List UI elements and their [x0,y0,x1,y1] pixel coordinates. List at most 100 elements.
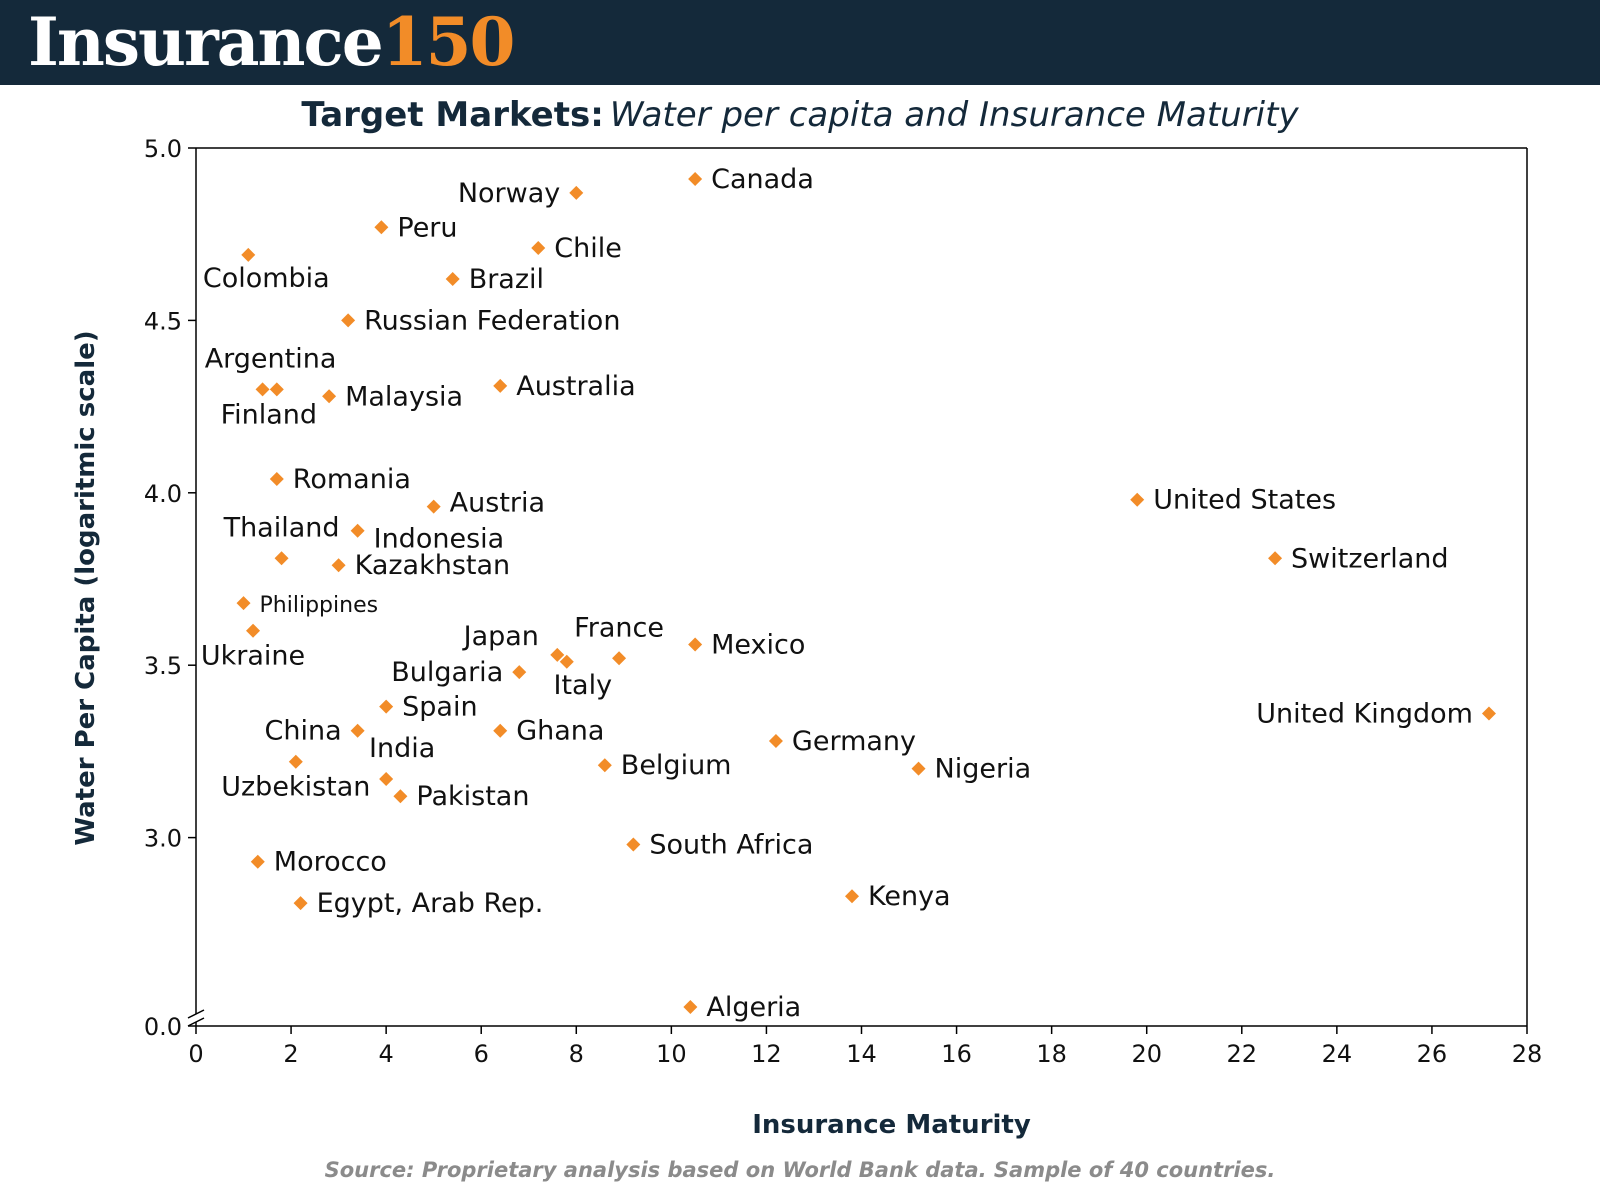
data-label: Norway [458,178,560,209]
data-point [597,758,612,773]
data-label: Australia [516,371,635,402]
data-label: Romania [293,464,411,495]
x-tick-label: 24 [1322,1040,1353,1068]
brand-word: Insurance [28,3,384,81]
y-tick-label: 3.0 [144,825,182,853]
x-tick-label: 8 [569,1040,584,1068]
data-label: Canada [711,164,814,195]
data-label: Peru [397,212,457,243]
data-label: Nigeria [935,754,1032,785]
data-label: Philippines [260,593,379,618]
data-point [331,558,346,573]
data-label: Russian Federation [364,305,620,336]
data-point [269,472,284,487]
data-point [493,378,508,393]
data-point [768,734,783,749]
x-tick-label: 10 [656,1040,687,1068]
header-bar: Insurance150 [0,0,1600,85]
data-point [288,754,303,769]
x-tick-label: 20 [1131,1040,1162,1068]
data-point [683,1000,698,1014]
data-label: Brazil [469,264,544,295]
y-tick-label: 0.0 [144,1013,182,1041]
data-point [379,771,394,786]
data-point [341,313,356,328]
data-point [688,172,703,187]
x-tick-label: 28 [1512,1040,1543,1068]
x-tick-label: 6 [474,1040,489,1068]
data-point [844,889,859,904]
data-label: Italy [553,670,612,701]
y-tick-label: 5.0 [144,135,182,163]
data-point [322,389,337,404]
y-tick-label: 3.5 [144,652,182,680]
data-point [1481,706,1496,721]
data-label: Morocco [274,847,387,878]
data-point [911,761,926,776]
data-label: France [574,612,664,643]
data-label: Colombia [203,263,330,294]
y-axis-break-mark [187,1017,205,1027]
data-label: Mexico [711,630,805,661]
data-label: Germany [792,726,916,757]
data-point [559,654,574,669]
data-point [512,665,527,680]
data-label: Austria [450,488,545,519]
data-label: Pakistan [416,781,529,812]
data-label: Kenya [868,881,951,912]
y-tick-label: 4.0 [144,480,182,508]
data-point [550,647,565,662]
data-label: United States [1153,485,1336,516]
data-point [688,637,703,652]
x-tick-label: 14 [846,1040,877,1068]
data-label: Thailand [223,512,340,543]
data-point [269,382,284,397]
x-tick-label: 12 [751,1040,782,1068]
data-label: Belgium [621,750,732,781]
data-point [531,240,546,255]
data-point [236,596,251,611]
brand-logo: Insurance150 [28,2,516,82]
data-point [493,723,508,738]
data-label: South Africa [649,829,813,860]
source-note: Source: Proprietary analysis based on Wo… [324,1158,1276,1182]
x-tick-label: 4 [379,1040,394,1068]
data-point [569,185,584,200]
data-label: Argentina [205,343,337,374]
data-label: Finland [221,399,317,430]
data-point [1130,492,1145,507]
data-label: Bulgaria [391,657,503,688]
data-label: China [264,716,341,747]
data-label: Spain [402,692,477,723]
data-point [374,220,389,235]
data-point [350,723,365,738]
data-label: United Kingdom [1256,698,1473,729]
data-label: Algeria [706,992,801,1023]
data-label: Indonesia [374,524,505,555]
data-label: Uzbekistan [221,772,370,803]
data-label: Switzerland [1291,543,1449,574]
data-point [241,247,256,262]
data-point [612,651,627,666]
data-label: Ghana [516,716,604,747]
data-label: Egypt, Arab Rep. [317,888,544,919]
data-point [350,523,365,538]
data-label: India [369,733,435,764]
data-point [246,623,261,638]
data-point [274,551,289,566]
brand-number: 150 [381,3,516,81]
x-tick-label: 0 [188,1040,203,1068]
x-axis-title: Insurance Maturity [752,1110,1031,1140]
y-axis-title: Water Per Capita (logaritmic scale) [71,330,101,845]
y-axis-break-mark [187,1009,205,1019]
x-tick-label: 18 [1036,1040,1067,1068]
data-point [250,854,265,869]
x-tick-label: 16 [941,1040,972,1068]
x-tick-label: 26 [1417,1040,1448,1068]
data-label: Malaysia [345,381,463,412]
chart-title-italic: Water per capita and Insurance Maturity [609,95,1299,135]
data-label: Chile [554,233,622,264]
data-point [255,382,270,397]
data-label: Kazakhstan [355,550,511,581]
